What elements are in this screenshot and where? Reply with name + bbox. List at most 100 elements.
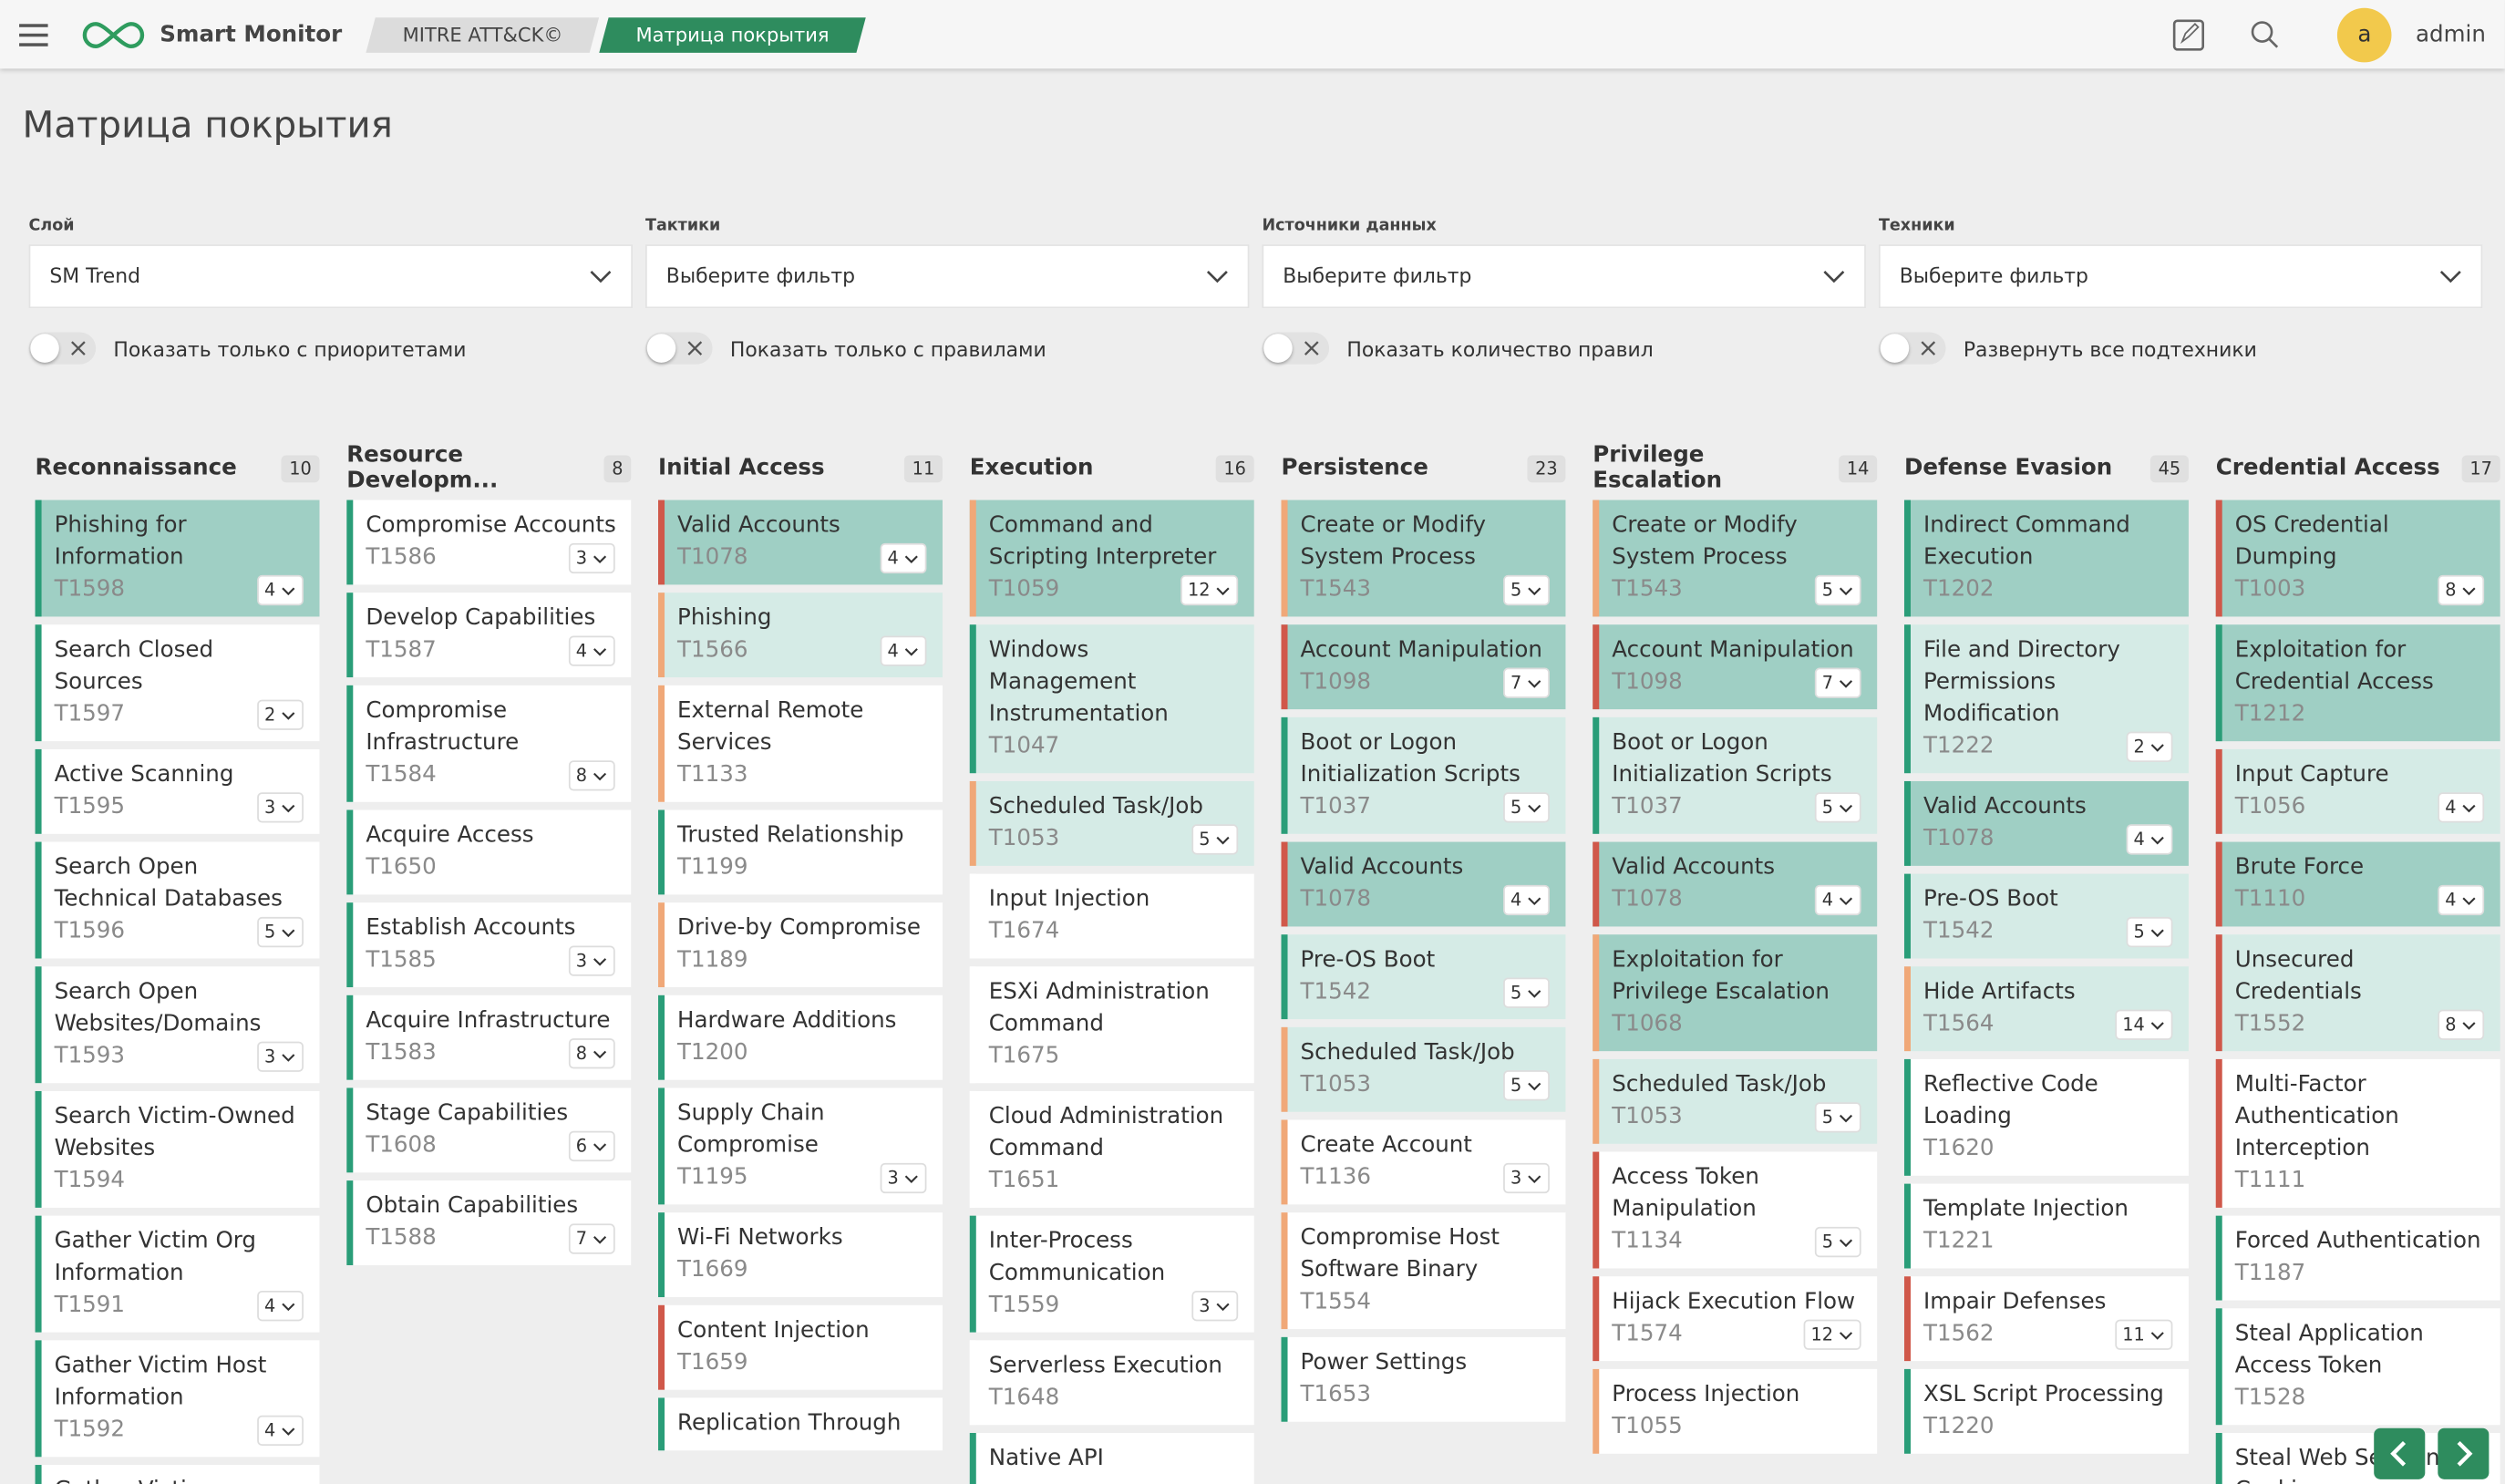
technique-name[interactable]: Replication Through: [677, 1410, 902, 1437]
technique-name[interactable]: Inter-Process Communication: [988, 1228, 1166, 1286]
rule-count[interactable]: 8: [2437, 574, 2485, 606]
technique-card[interactable]: Serverless Execution T1648: [969, 1340, 1254, 1426]
technique-card[interactable]: Scheduled Task/Job T1053 5: [1593, 1058, 1878, 1144]
menu-icon[interactable]: [19, 22, 51, 47]
technique-id[interactable]: T1098: [1612, 669, 1683, 696]
technique-name[interactable]: Develop Capabilities: [366, 605, 596, 632]
filter-value[interactable]: Выберите фильтр: [1899, 263, 2088, 288]
technique-card[interactable]: Acquire Infrastructure T1583 8: [346, 994, 632, 1080]
technique-name[interactable]: Native API: [988, 1446, 1104, 1472]
technique-id[interactable]: T1059: [988, 576, 1060, 603]
technique-card[interactable]: Drive-by Compromise T1189: [658, 902, 943, 988]
filter-value[interactable]: Выберите фильтр: [665, 263, 855, 288]
technique-card[interactable]: OS Credential Dumping T1003 8: [2215, 500, 2500, 617]
technique-name[interactable]: Scheduled Task/Job: [1612, 1071, 1827, 1098]
technique-id[interactable]: T1542: [1300, 979, 1371, 1005]
rule-count[interactable]: 2: [2125, 731, 2173, 762]
rule-count-value[interactable]: 4: [1510, 890, 1522, 911]
technique-name[interactable]: Stage Capabilities: [366, 1100, 569, 1127]
technique-name[interactable]: Pre-OS Boot: [1923, 886, 2058, 912]
rule-count-value[interactable]: 5: [1821, 797, 1833, 819]
rule-count-value[interactable]: 5: [1510, 1075, 1522, 1097]
technique-card[interactable]: Phishing for Information T1598 4: [35, 500, 320, 617]
rule-count[interactable]: 7: [1813, 667, 1861, 698]
technique-name[interactable]: Multi-Factor Authentication Interception: [2234, 1071, 2399, 1162]
technique-name[interactable]: Steal Application Access Token: [2234, 1321, 2424, 1379]
technique-name[interactable]: Command and Scripting Interpreter: [988, 512, 1217, 571]
rule-count[interactable]: 3: [1191, 1291, 1239, 1322]
technique-name[interactable]: Exploitation for Credential Access: [2234, 637, 2434, 696]
technique-card[interactable]: Replication Through: [658, 1397, 943, 1451]
rule-count[interactable]: 4: [1502, 884, 1550, 916]
technique-name[interactable]: Hijack Execution Flow: [1612, 1289, 1856, 1315]
technique-name[interactable]: Power Settings: [1300, 1349, 1468, 1376]
rule-count-value[interactable]: 5: [1510, 580, 1522, 601]
technique-name[interactable]: Acquire Access: [366, 822, 534, 849]
technique-name[interactable]: OS Credential Dumping: [2234, 512, 2389, 571]
rule-count-value[interactable]: 4: [575, 640, 588, 662]
filter-value[interactable]: Выберите фильтр: [1283, 263, 1472, 288]
technique-id[interactable]: T1111: [2234, 1168, 2306, 1194]
technique-name[interactable]: Reflective Code Loading: [1923, 1071, 2098, 1130]
technique-card[interactable]: Boot or Logon Initialization Scripts T103…: [1593, 716, 1878, 834]
rule-count-value[interactable]: 3: [264, 1046, 276, 1067]
technique-id[interactable]: T1136: [1300, 1164, 1371, 1190]
technique-card[interactable]: Wi-Fi Networks T1669: [658, 1212, 943, 1298]
technique-name[interactable]: Brute Force: [2234, 854, 2365, 881]
rule-count-value[interactable]: 11: [2122, 1324, 2145, 1345]
technique-id[interactable]: T1597: [54, 701, 126, 727]
technique-card[interactable]: Account Manipulation T1098 7: [1593, 624, 1878, 710]
technique-id[interactable]: T1592: [54, 1417, 126, 1443]
technique-card[interactable]: File and Directory Permissions Modificat…: [1903, 624, 2189, 774]
technique-name[interactable]: Obtain Capabilities: [366, 1193, 579, 1220]
technique-id[interactable]: T1542: [1923, 918, 1995, 944]
technique-id[interactable]: T1586: [366, 544, 437, 571]
technique-name[interactable]: Hide Artifacts: [1923, 979, 2076, 1005]
rule-count[interactable]: 5: [1502, 977, 1550, 1008]
rule-count-value[interactable]: 3: [1199, 1295, 1211, 1317]
rule-count-value[interactable]: 5: [1199, 829, 1211, 850]
technique-id[interactable]: T1037: [1300, 793, 1371, 820]
technique-id[interactable]: T1053: [1612, 1103, 1683, 1130]
technique-card[interactable]: Valid Accounts T1078 4: [658, 500, 943, 585]
rule-count[interactable]: 3: [568, 542, 615, 574]
rule-count-value[interactable]: 4: [887, 548, 899, 569]
technique-name[interactable]: Phishing for Information: [54, 512, 187, 571]
next-button[interactable]: [2438, 1427, 2490, 1479]
technique-name[interactable]: ESXi Administration Command: [988, 979, 1210, 1037]
technique-id[interactable]: T1078: [1300, 886, 1371, 912]
rule-count[interactable]: 12: [1802, 1319, 1861, 1350]
technique-card[interactable]: Inter-Process Communication T1559 3: [969, 1215, 1254, 1333]
technique-name[interactable]: Compromise Host Software Binary: [1300, 1225, 1500, 1283]
technique-card[interactable]: Unsecured Credentials T1552 8: [2215, 934, 2500, 1052]
technique-name[interactable]: File and Directory Permissions Modificat…: [1923, 637, 2120, 727]
rule-count-value[interactable]: 4: [887, 640, 899, 662]
rule-count[interactable]: 11: [2114, 1319, 2173, 1350]
technique-id[interactable]: T1528: [2234, 1385, 2306, 1411]
switch[interactable]: [28, 332, 97, 365]
technique-name[interactable]: Account Manipulation: [1300, 637, 1542, 664]
technique-card[interactable]: Multi-Factor Authentication Interception…: [2215, 1058, 2500, 1208]
rule-count-value[interactable]: 5: [264, 922, 276, 943]
rule-count[interactable]: 7: [568, 1223, 615, 1254]
rule-count[interactable]: 5: [1502, 1070, 1550, 1101]
technique-id[interactable]: T1554: [1300, 1289, 1371, 1315]
rule-count-value[interactable]: 8: [575, 765, 588, 787]
technique-id[interactable]: T1608: [366, 1132, 437, 1159]
technique-name[interactable]: Drive-by Compromise: [677, 915, 921, 942]
rule-count[interactable]: 4: [2437, 792, 2485, 823]
switch[interactable]: [1878, 332, 1946, 365]
technique-id[interactable]: T1653: [1300, 1381, 1371, 1407]
rule-count-value[interactable]: 2: [264, 704, 276, 726]
switch[interactable]: [1262, 332, 1330, 365]
rule-count-value[interactable]: 3: [575, 950, 588, 972]
technique-id[interactable]: T1053: [988, 826, 1060, 852]
technique-name[interactable]: Gather Victim Network Information: [55, 1475, 307, 1484]
technique-id[interactable]: T1620: [1923, 1136, 1995, 1162]
technique-card[interactable]: Trusted Relationship T1199: [658, 809, 943, 895]
technique-id[interactable]: T1593: [54, 1043, 126, 1069]
technique-name[interactable]: Boot or Logon Initialization Scripts: [1612, 729, 1832, 788]
technique-card[interactable]: Scheduled Task/Job T1053 5: [1281, 1026, 1566, 1112]
technique-name[interactable]: Wi-Fi Networks: [677, 1225, 843, 1252]
technique-id[interactable]: T1187: [2234, 1260, 2306, 1286]
